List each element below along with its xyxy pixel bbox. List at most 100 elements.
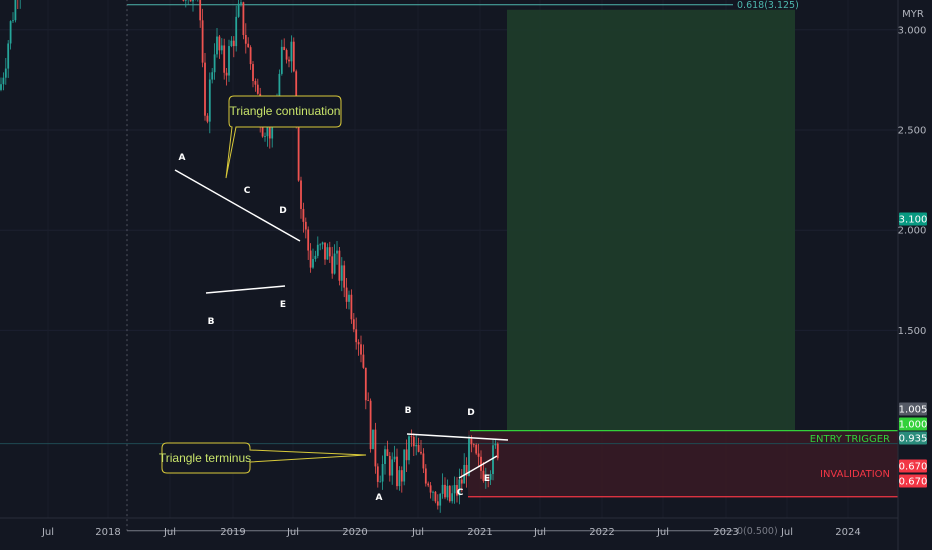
candle-body [268,119,271,139]
candle [496,442,499,461]
candle-body [336,250,338,254]
wave-label: B [208,317,215,327]
candle [458,468,461,505]
candle [420,439,422,455]
candle-body [312,259,314,268]
candle [451,485,454,504]
candle-body [220,45,223,51]
candle [432,490,434,501]
trendline-upper-1[interactable] [174,169,301,242]
candle [283,38,286,51]
x-tick-label: Jul [780,527,793,538]
candle-body [484,477,487,481]
candle-body [213,54,216,73]
candle-body [367,400,370,402]
candle [247,37,250,48]
x-tick-label: 2021 [467,527,492,538]
trendline-lower-1[interactable] [205,285,286,294]
candle-body [225,72,228,76]
candle-body [468,438,470,476]
profit-zone [507,9,795,431]
price-label: 3.100 [899,212,927,226]
candle [482,461,485,483]
candle-body [333,253,336,274]
candle [211,68,214,84]
candle-body [381,464,384,482]
candle-body [403,449,406,482]
time-axis[interactable]: Jul 2018 Jul 2019 Jul 2020 Jul 2021 Jul 2022 Jul 20… [41,527,861,538]
candle-body [316,244,319,256]
candle-body [424,468,427,484]
drawing-tools[interactable] [174,169,509,479]
candle-body [228,46,230,76]
candle [328,241,331,263]
candle [468,435,470,477]
candle-body [218,36,221,51]
y-tick-label: 2.000 [898,226,927,237]
candle [376,463,379,488]
candle-body [184,0,187,1]
candle-body [244,35,247,44]
candle-body [444,484,446,498]
candle [403,449,406,486]
candle-body [314,255,317,260]
callout-triangle-continuation[interactable]: Triangle continuation [225,95,342,179]
wave-label: B [405,406,412,416]
candle [369,398,372,453]
candle-body [496,443,499,459]
candle [367,392,370,402]
candle [360,335,362,363]
wave-label: C [457,488,464,498]
candle-body [223,45,226,73]
candle-body [415,445,418,447]
candle-body [422,453,425,469]
y-tick-label: 1.500 [898,326,927,337]
candle-body [261,126,264,137]
candle-body [465,464,468,476]
candle-body [408,436,410,461]
wave-label: D [279,206,286,216]
candle [436,494,439,510]
candle [288,56,290,68]
candle [379,475,382,483]
candle [235,5,238,52]
candle [417,437,420,453]
candle [393,445,396,463]
candle-body [410,436,413,438]
candle-body [256,84,259,94]
candle-body [348,294,350,302]
candle [400,466,403,493]
candle [304,217,307,239]
candle [220,38,223,55]
callout-triangle-terminus[interactable]: Triangle terminus [159,442,367,474]
candle-body [297,124,300,181]
candle-body [489,474,492,480]
candle-body [302,208,305,222]
wave-label: C [244,186,251,196]
candle [213,43,216,80]
candle [446,479,449,501]
candle-body [300,180,302,209]
candle-body [242,2,245,36]
candle [0,77,2,92]
candle [314,250,317,262]
candle-body [237,3,240,17]
trendline-upper-2[interactable] [406,433,509,441]
candle-body [201,20,204,63]
candle-body [453,485,456,494]
candle [316,236,319,259]
candle-body [4,68,7,78]
position-zones [0,9,898,498]
candle-body [204,62,206,116]
candle-body [434,491,437,502]
candle [9,20,12,50]
candle-body [285,50,288,60]
candle [201,8,204,68]
candle-body [379,481,382,483]
candle [225,68,228,86]
trendline-lower-2[interactable] [458,455,498,479]
candle [408,433,410,465]
price-label-bg [899,417,927,431]
